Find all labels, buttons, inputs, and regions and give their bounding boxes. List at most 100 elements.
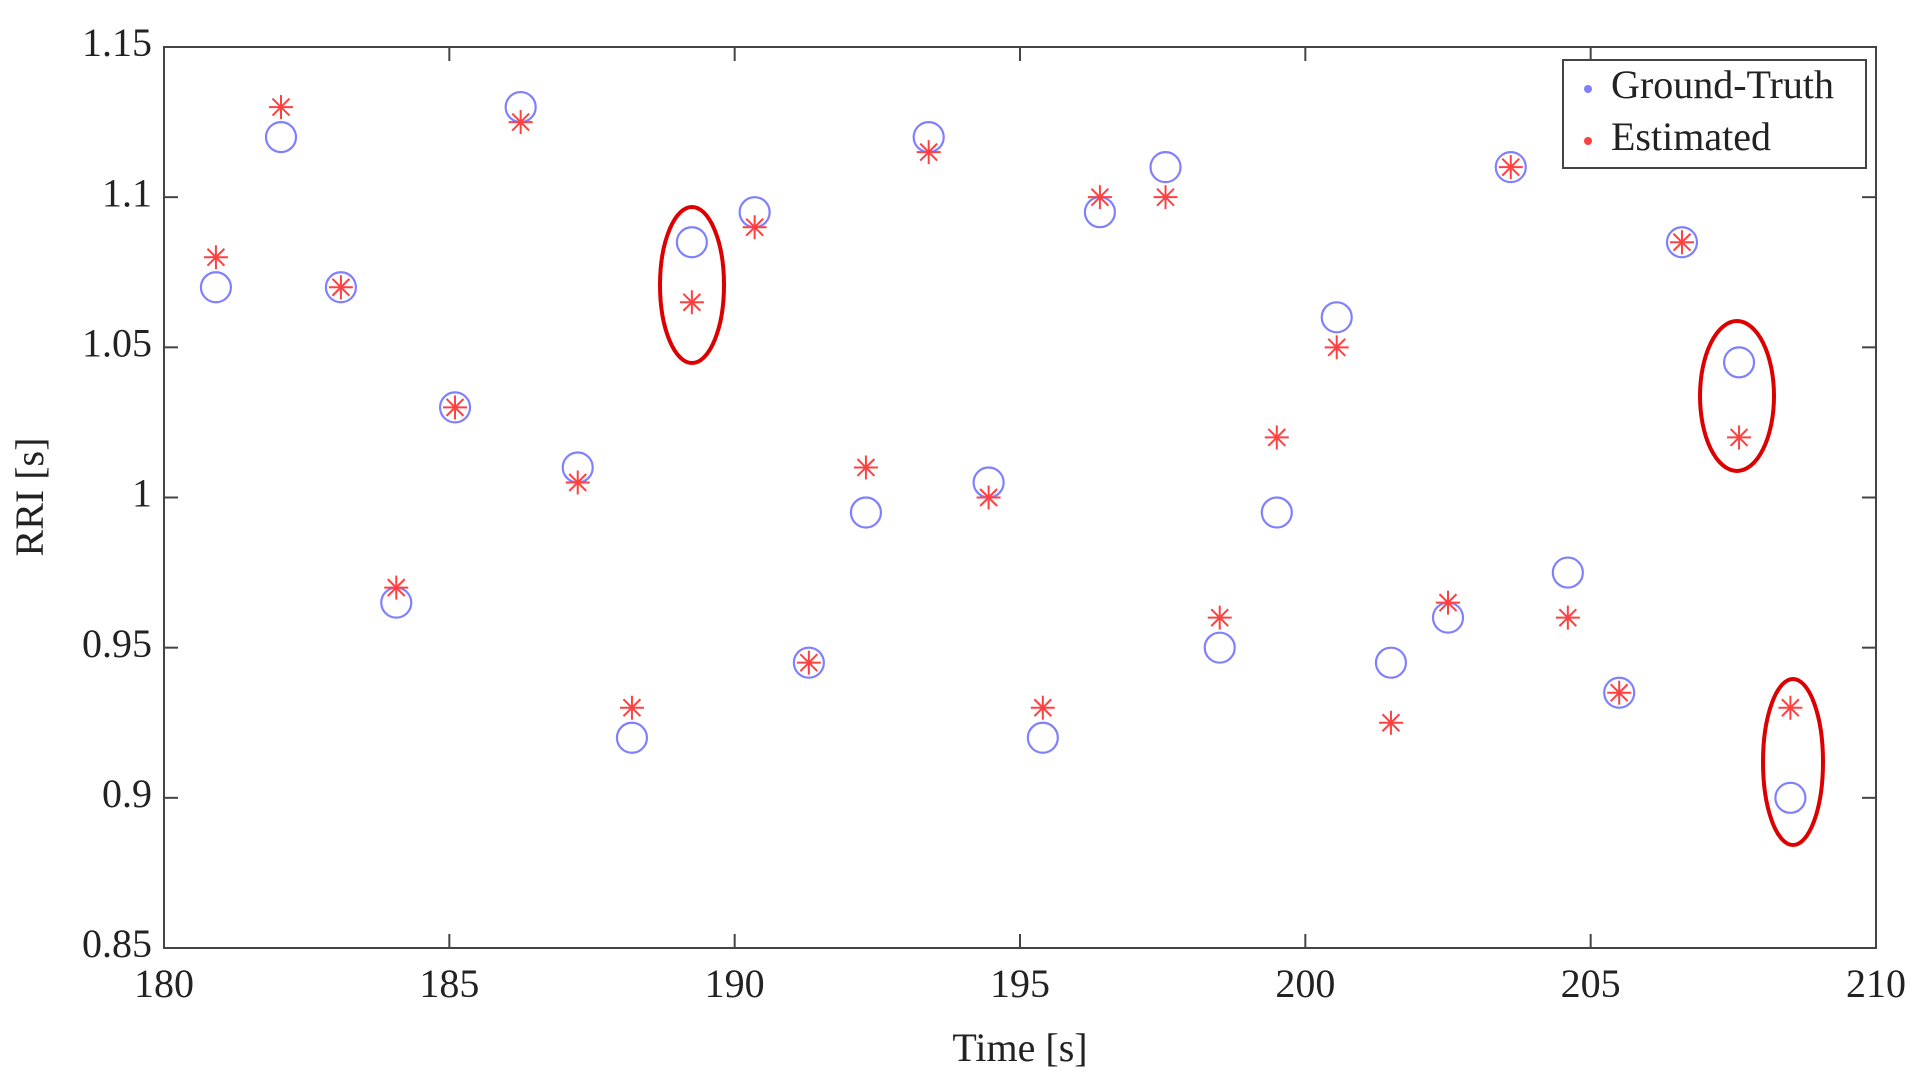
- y-tick-label: 1.1: [102, 170, 152, 215]
- marker-circle: [199, 271, 233, 304]
- asterisk-stroke: [1327, 338, 1346, 357]
- asterisk-stroke: [1381, 713, 1401, 732]
- marker-asterisk: [1498, 155, 1523, 180]
- marker-circle: [324, 271, 358, 304]
- y-tick-label: 1.05: [82, 321, 152, 366]
- marker-asterisk: [1607, 680, 1632, 705]
- marker-asterisk: [1778, 695, 1803, 720]
- marker-asterisk: [1087, 185, 1112, 210]
- marker-asterisk: [1207, 605, 1232, 630]
- asterisk-stroke: [1729, 428, 1749, 447]
- marker-circle: [1551, 556, 1584, 589]
- asterisk-stroke: [622, 698, 642, 717]
- y-tick-label: 1: [132, 471, 152, 516]
- asterisk-stroke: [1033, 698, 1053, 717]
- marker-asterisk: [565, 470, 590, 495]
- asterisk-stroke: [568, 473, 587, 492]
- marker-asterisk: [1555, 605, 1580, 630]
- legend-marker: [1584, 137, 1592, 145]
- x-tick-label: 205: [1561, 961, 1621, 1006]
- x-tick-label: 195: [990, 961, 1050, 1006]
- marker-asterisk: [1378, 710, 1403, 735]
- marker-circle: [1026, 721, 1059, 754]
- x-tick-label: 210: [1846, 961, 1906, 1006]
- marker-asterisk: [742, 215, 767, 240]
- highlight-ellipse: [1698, 319, 1776, 473]
- legend-box: [1562, 59, 1867, 169]
- marker-circle: [792, 646, 825, 679]
- asterisk-stroke: [1781, 698, 1800, 717]
- asterisk-stroke: [1438, 593, 1458, 612]
- asterisk-stroke: [1558, 608, 1578, 627]
- marker-asterisk: [1669, 230, 1694, 255]
- marker-asterisk: [1153, 185, 1178, 210]
- marker-asterisk: [1324, 335, 1349, 360]
- marker-circle: [1774, 781, 1807, 814]
- y-tick-label: 1.15: [82, 20, 152, 65]
- marker-circle: [438, 391, 472, 424]
- marker-circle: [1665, 226, 1699, 259]
- asterisk-stroke: [1501, 157, 1520, 177]
- marker-asterisk: [1264, 425, 1289, 450]
- asterisk-stroke: [1672, 233, 1692, 252]
- marker-circle: [1149, 151, 1182, 184]
- marker-circle: [1722, 346, 1756, 379]
- axes-box: [163, 46, 1877, 949]
- highlight-ellipse: [1761, 677, 1825, 847]
- legend-label: Ground-Truth: [1611, 62, 1834, 107]
- asterisk-stroke: [919, 142, 938, 162]
- marker-asterisk: [328, 275, 353, 300]
- marker-asterisk: [508, 110, 533, 135]
- asterisk-stroke: [682, 293, 702, 312]
- marker-circle: [264, 121, 298, 154]
- marker-asterisk: [203, 245, 228, 270]
- asterisk-stroke: [1090, 187, 1110, 207]
- asterisk-stroke: [206, 248, 226, 267]
- marker-asterisk: [443, 395, 468, 420]
- asterisk-stroke: [271, 97, 291, 117]
- marker-circle: [1320, 301, 1353, 334]
- marker-asterisk: [853, 455, 878, 480]
- marker-asterisk: [1030, 695, 1055, 720]
- marker-asterisk: [916, 140, 941, 165]
- asterisk-stroke: [331, 278, 351, 297]
- legend-marker: [1584, 85, 1592, 93]
- marker-circle: [849, 496, 883, 529]
- marker-asterisk: [1727, 425, 1752, 450]
- marker-asterisk: [268, 95, 293, 120]
- marker-circle: [1374, 646, 1408, 679]
- asterisk-stroke: [1610, 683, 1629, 702]
- y-tick-label: 0.95: [82, 621, 152, 666]
- marker-asterisk: [679, 290, 704, 315]
- marker-circle: [1260, 496, 1293, 529]
- marker-circle: [1603, 676, 1636, 709]
- asterisk-stroke: [1267, 428, 1286, 447]
- marker-asterisk: [796, 650, 821, 675]
- x-axis-label: Time [s]: [952, 1025, 1087, 1070]
- x-tick-label: 180: [134, 961, 194, 1006]
- asterisk-stroke: [799, 653, 819, 672]
- y-axis-label: RRI [s]: [7, 438, 52, 557]
- asterisk-stroke: [387, 578, 406, 597]
- asterisk-stroke: [979, 488, 998, 507]
- x-tick-label: 200: [1275, 961, 1335, 1006]
- marker-asterisk: [619, 695, 644, 720]
- y-tick-label: 0.9: [102, 771, 152, 816]
- legend-label: Estimated: [1611, 114, 1771, 159]
- marker-circle: [1494, 151, 1527, 184]
- asterisk-stroke: [511, 112, 530, 132]
- marker-asterisk: [384, 575, 409, 600]
- marker-asterisk: [1436, 590, 1460, 615]
- asterisk-stroke: [1210, 608, 1229, 627]
- x-tick-label: 190: [705, 961, 765, 1006]
- asterisk-stroke: [445, 398, 465, 417]
- marker-circle: [615, 721, 649, 754]
- asterisk-stroke: [745, 218, 764, 237]
- y-tick-label: 0.85: [82, 921, 152, 966]
- asterisk-stroke: [1156, 187, 1175, 207]
- x-tick-label: 185: [419, 961, 479, 1006]
- asterisk-stroke: [856, 458, 876, 477]
- marker-circle: [1203, 631, 1236, 664]
- highlight-ellipse: [658, 205, 726, 365]
